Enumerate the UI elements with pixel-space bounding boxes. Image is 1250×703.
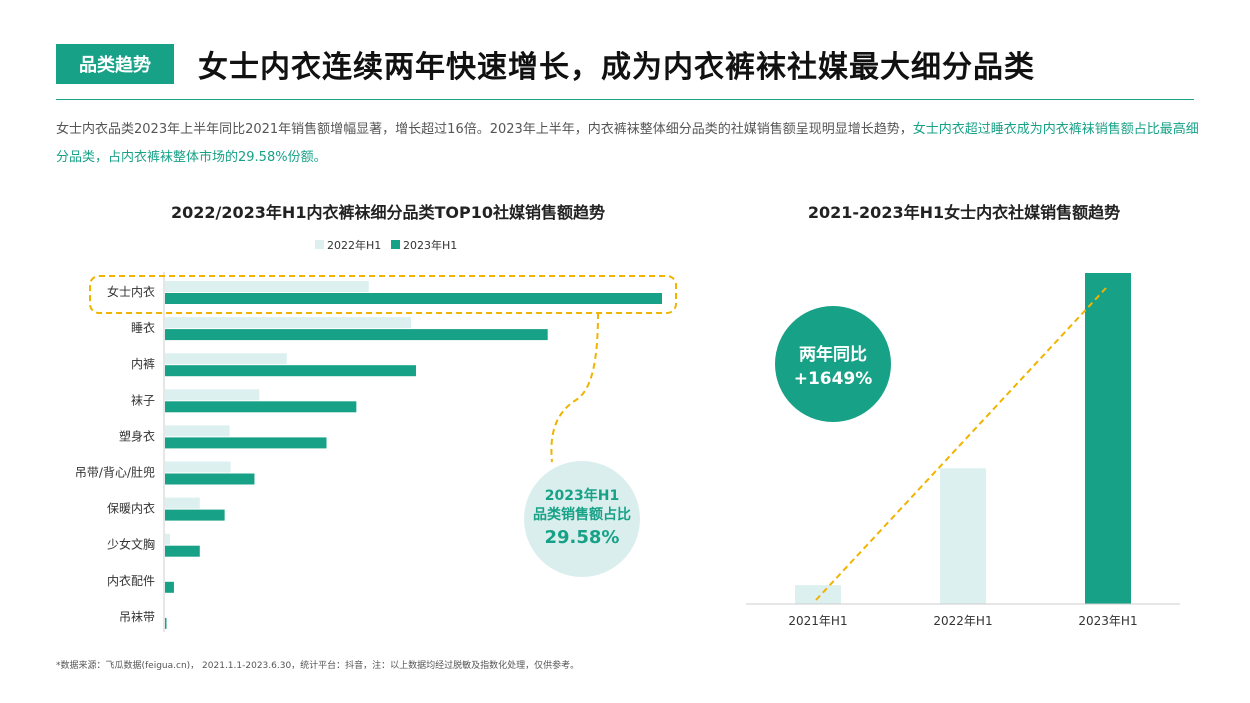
highlight-box — [89, 275, 677, 314]
category-label: 内裤 — [131, 357, 155, 371]
category-label: 睡衣 — [131, 320, 155, 335]
page-title: 女士内衣连续两年快速增长，成为内衣裤袜社媒最大细分品类 — [198, 50, 1035, 85]
bar-2022 — [165, 425, 230, 437]
left-chart-title: 2022/2023年H1内衣裤袜细分品类TOP10社媒销售额趋势 — [171, 203, 605, 222]
category-label: 女士内衣 — [107, 284, 155, 299]
year-tick-label: 2023年H1 — [1078, 614, 1137, 628]
bar-2023 — [165, 581, 174, 593]
right-chart-title: 2021-2023年H1女士内衣社媒销售额趋势 — [808, 203, 1120, 222]
legend-label-2022: 2022年H1 — [327, 238, 381, 252]
share-callout-line2: 品类销售额占比 — [533, 506, 631, 523]
share-callout-line1: 2023年H1 — [545, 487, 619, 504]
right-chart-bars: 2021年H1 2022年H1 2023年H1 — [788, 273, 1138, 628]
bar-2023 — [165, 617, 167, 629]
bar-2022 — [165, 353, 287, 365]
bar-2022 — [165, 281, 369, 292]
bar-2023 — [165, 329, 548, 341]
legend-label-2023: 2023年H1 — [403, 238, 457, 252]
bar-2023 — [165, 437, 327, 449]
year-tick-label: 2022年H1 — [933, 614, 992, 628]
bar-2023 — [165, 365, 416, 377]
year-bar — [1085, 273, 1131, 604]
bar-2023 — [165, 293, 662, 304]
legend-swatch-2023 — [391, 240, 400, 249]
callout-connector — [550, 312, 599, 463]
category-label: 保暖内衣 — [107, 501, 155, 516]
category-label: 吊袜带 — [119, 610, 155, 624]
bar-2022 — [165, 497, 200, 509]
description-text: 女士内衣品类2023年上半年同比2021年销售额增幅显著，增长超过16倍。202… — [56, 122, 913, 137]
growth-callout-value: +1649% — [794, 369, 873, 389]
bar-2023 — [165, 509, 225, 521]
bar-2022 — [165, 533, 170, 545]
share-callout-circle — [524, 461, 640, 577]
section-tag: 品类趋势 — [56, 44, 174, 84]
footnote: *数据来源：飞瓜数据(feigua.cn)， 2021.1.1-2023.6.3… — [56, 661, 580, 671]
bar-2022 — [165, 389, 260, 401]
category-label: 袜子 — [131, 393, 155, 407]
growth-callout-line1: 两年同比 — [799, 344, 867, 365]
description: 女士内衣品类2023年上半年同比2021年销售额增幅显著，增长超过16倍。202… — [56, 116, 1206, 172]
growth-callout-circle — [775, 306, 891, 422]
year-bar — [940, 468, 986, 604]
bar-2023 — [165, 545, 200, 557]
description-highlight: 女士内衣超过睡衣成为内衣裤袜销售额占比最高细分品类，占内衣裤袜整体市场的29.5… — [56, 122, 1199, 165]
category-label: 塑身衣 — [119, 428, 155, 443]
category-label: 吊带/背心/肚兜 — [75, 465, 155, 480]
bar-2022 — [165, 317, 412, 329]
year-tick-label: 2021年H1 — [788, 614, 847, 628]
bar-2023 — [165, 401, 357, 413]
bar-2022 — [165, 461, 231, 473]
category-label: 少女文胸 — [107, 537, 155, 552]
legend-swatch-2022 — [315, 240, 324, 249]
category-label: 内衣配件 — [107, 573, 155, 588]
left-chart-legend: 2022年H1 2023年H1 — [315, 238, 457, 252]
bar-2023 — [165, 473, 255, 485]
share-callout-value: 29.58% — [545, 527, 620, 548]
trend-line — [815, 287, 1107, 601]
title-divider — [56, 99, 1194, 100]
year-bar — [795, 585, 841, 604]
